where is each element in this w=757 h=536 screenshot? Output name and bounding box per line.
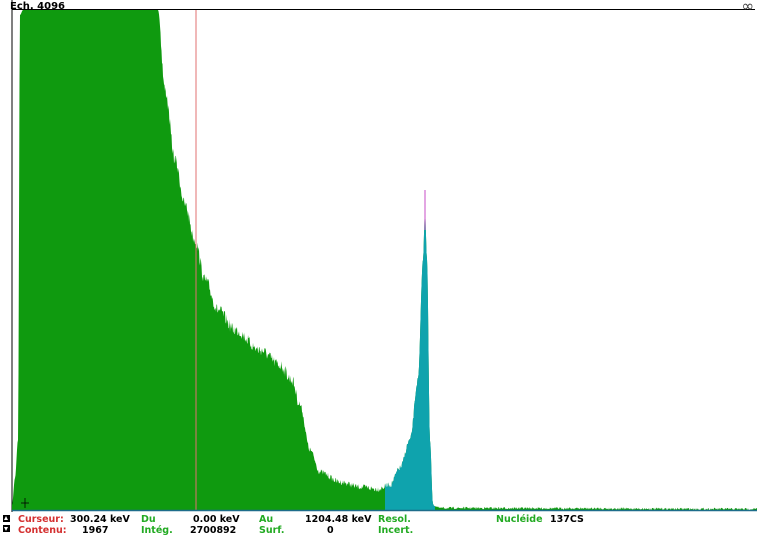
surf-value: 0 [327, 525, 334, 536]
resol-label: Resol. [378, 514, 411, 525]
scale-label: Ech. 4096 [10, 1, 65, 12]
curseur-label: Curseur: [18, 514, 64, 525]
contenu-label: Contenu: [18, 525, 67, 536]
spectrum-canvas[interactable] [0, 0, 757, 512]
roi-peak-fill [385, 210, 435, 511]
surf-label: Surf. [259, 525, 285, 536]
scroll-up-icon[interactable] [3, 515, 10, 522]
integ-value: 2700892 [190, 525, 237, 536]
du-value: 0.00 keV [193, 514, 240, 525]
contenu-value: 1967 [82, 525, 109, 536]
scroll-down-icon[interactable] [3, 525, 10, 532]
spectrum-fill [12, 10, 757, 510]
incert-label: Incert. [378, 525, 414, 536]
axis-origin-mark [21, 498, 29, 508]
nucleide-label: Nucléide [496, 514, 543, 525]
du-label: Du [141, 514, 156, 525]
curseur-value: 300.24 keV [70, 514, 130, 525]
nucleide-value: 137CS [550, 514, 584, 525]
infinity-icon[interactable]: ∞ [741, 0, 755, 15]
au-label: Au [259, 514, 274, 525]
au-value: 1204.48 keV [305, 514, 372, 525]
status-bar: Curseur: 300.24 keV Du 0.00 keV Au 1204.… [0, 512, 757, 536]
integ-label: Intég. [141, 525, 173, 536]
spectrum-plot[interactable]: Ech. 4096 ∞ [0, 0, 757, 512]
